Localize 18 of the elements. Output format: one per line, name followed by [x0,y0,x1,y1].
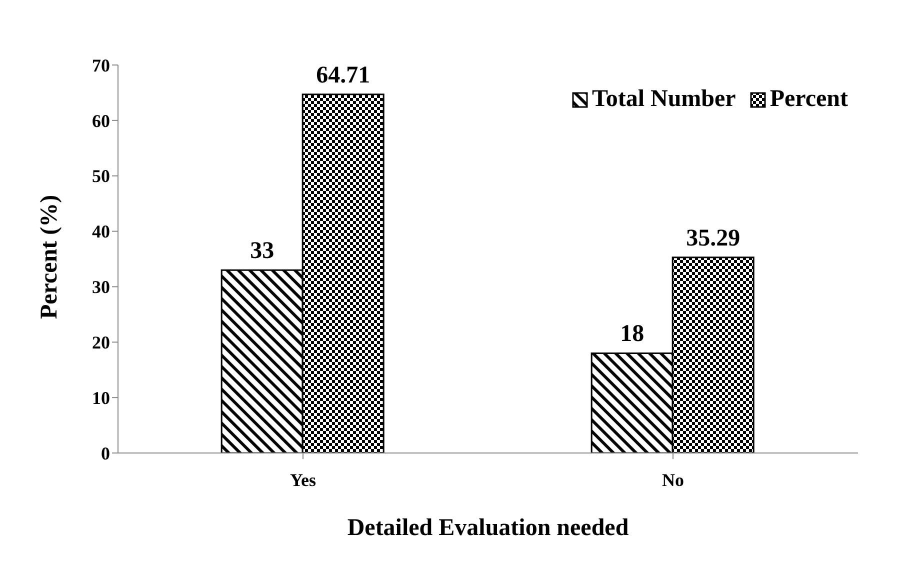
y-tick-label: 70 [92,55,110,76]
y-tick-label: 10 [92,388,110,408]
y-tick-label: 60 [92,110,110,131]
y-tick-label: 20 [92,332,110,353]
x-tick-label: No [662,470,684,490]
x-axis-title: Detailed Evaluation needed [347,515,630,541]
legend-label: Percent [770,86,848,113]
y-tick-label: 50 [92,166,110,186]
data-label: 18 [620,321,644,348]
legend-label: Total Number [592,86,736,113]
data-label: 64.71 [316,62,370,88]
data-label: 35.29 [686,225,740,252]
y-tick-label: 40 [92,222,110,242]
data-label: 33 [250,238,274,264]
y-tick-label: 30 [92,277,110,298]
y-tick-label: 0 [101,443,110,464]
y-axis-title: Percent (%) [36,194,63,319]
x-tick-label: Yes [290,470,316,490]
